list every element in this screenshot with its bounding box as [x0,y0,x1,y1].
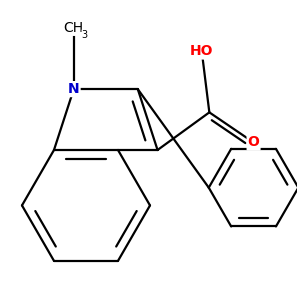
Text: O: O [248,135,260,149]
Text: N: N [68,82,80,96]
Text: HO: HO [190,44,214,58]
Text: CH: CH [64,21,84,35]
Text: 3: 3 [82,30,88,40]
